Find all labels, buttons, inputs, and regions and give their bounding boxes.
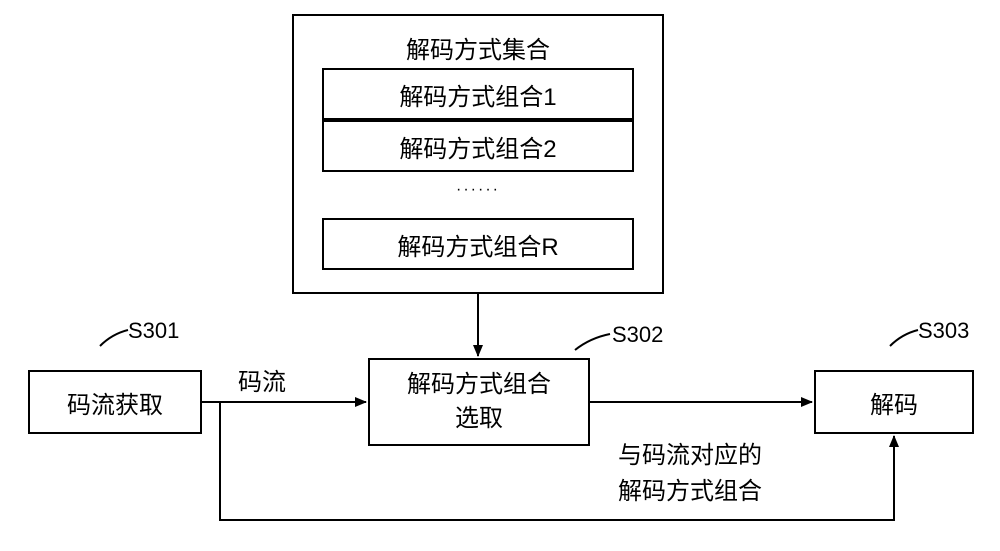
node-decode: 解码: [814, 370, 974, 434]
decode-method-set-item-label: 解码方式组合2: [399, 129, 556, 164]
edge-label-stream: 码流: [238, 362, 286, 397]
edge-label-corresponding-combo: 与码流对应的 解码方式组合: [618, 438, 762, 510]
node-decode-combo-select-label: 解码方式组合 选取: [407, 368, 551, 435]
decode-method-set-title: 解码方式集合: [322, 30, 634, 65]
decode-method-set-item: 解码方式组合R: [322, 218, 634, 270]
decode-method-set-item-label: 解码方式组合1: [399, 77, 556, 112]
step-tag-s302: S302: [612, 322, 663, 348]
node-stream-acquire-label: 码流获取: [67, 385, 163, 420]
decode-method-set-ellipsis: ······: [322, 181, 634, 199]
step-tag-s301: S301: [128, 318, 179, 344]
decode-method-set-item: 解码方式组合1: [322, 68, 634, 120]
node-decode-combo-select: 解码方式组合 选取: [368, 358, 590, 446]
node-decode-label: 解码: [870, 385, 918, 420]
tag-leader-S302: [575, 334, 610, 350]
node-stream-acquire: 码流获取: [28, 370, 202, 434]
decode-method-set-item-label: 解码方式组合R: [397, 227, 558, 262]
tag-leader-S301: [100, 330, 128, 346]
decode-method-set-item: 解码方式组合2: [322, 120, 634, 172]
tag-leader-S303: [890, 330, 918, 346]
step-tag-s303: S303: [918, 318, 969, 344]
